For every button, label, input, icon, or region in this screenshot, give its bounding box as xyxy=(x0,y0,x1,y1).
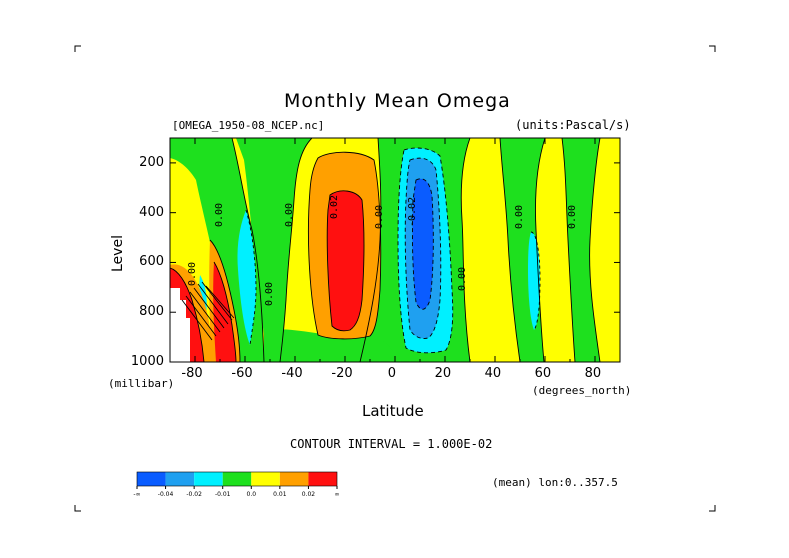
contour-label: 0.02 xyxy=(329,195,340,220)
corner-mark-tr xyxy=(709,45,716,52)
contour-interval-label: CONTOUR INTERVAL = 1.000E-02 xyxy=(290,437,493,451)
x-tick-label: -80 xyxy=(181,366,203,381)
contour-label: 0.00 xyxy=(566,205,578,230)
contour-label: 0.00 xyxy=(214,202,225,227)
colorbar-label: ∞ xyxy=(335,491,340,498)
contour-label: -0.02 xyxy=(406,196,418,227)
colorbar-label: -0.01 xyxy=(215,491,231,498)
mean-label: (mean) lon:0..357.5 xyxy=(492,476,618,489)
colorbar-swatch xyxy=(279,472,309,486)
colorbar-label: 0.0 xyxy=(247,491,257,498)
x-tick-label: -20 xyxy=(331,366,353,381)
colorbar-swatch xyxy=(308,472,337,486)
x-tick-label: 60 xyxy=(534,366,552,381)
colorbar-label: 0.01 xyxy=(273,491,287,498)
x-tick-label: 0 xyxy=(387,366,397,381)
y-tick-label: 800 xyxy=(139,304,164,320)
colorbar-label: -∞ xyxy=(133,491,140,498)
y-tick-label: 200 xyxy=(139,154,164,170)
field-red-core xyxy=(327,190,364,331)
colorbar-label: 0.02 xyxy=(302,491,316,498)
corner-mark-br xyxy=(709,505,716,512)
corner-mark-tl xyxy=(74,45,81,52)
dataset-label: [OMEGA_1950-08_NCEP.nc] xyxy=(172,119,325,132)
x-tick-label: -60 xyxy=(231,366,253,381)
field-darkblue-tropics xyxy=(412,178,434,310)
contour-lines xyxy=(170,138,601,362)
x-axis-label: Latitude xyxy=(362,402,424,420)
colorbar-label: -0.02 xyxy=(186,491,202,498)
x-tick-label: 20 xyxy=(434,366,452,381)
field-cyan-south xyxy=(237,210,256,345)
contour-label: 0.00 xyxy=(284,202,295,227)
colorbar-swatch xyxy=(165,472,195,486)
colorbar-swatch xyxy=(194,472,223,486)
colorbar: -∞ -0.04 -0.02 -0.01 0.0 0.01 0.02 ∞ xyxy=(133,471,340,498)
field-missing-terrain xyxy=(170,288,190,362)
contour-label: 0.00 xyxy=(264,282,275,307)
colorbar-label: -0.04 xyxy=(158,491,174,498)
y-tick-label: 600 xyxy=(139,254,164,270)
x-tick-label: -40 xyxy=(281,366,303,381)
y-axis-units: (millibar) xyxy=(108,377,175,390)
y-axis-label: Level xyxy=(110,235,126,272)
units-label: (units:Pascal/s) xyxy=(515,118,631,132)
contour-label: 0.00 xyxy=(186,262,198,287)
colorbar-swatch xyxy=(222,472,252,486)
contour-label: 0.00 xyxy=(374,205,385,230)
colorbar-swatch xyxy=(251,472,280,486)
y-tick-label: 400 xyxy=(139,204,164,220)
colorbar-swatch xyxy=(137,472,166,486)
x-tick-label: 80 xyxy=(584,366,602,381)
colorbar-frame xyxy=(136,471,338,487)
x-axis-units: (degrees_north) xyxy=(532,384,632,397)
plot-area xyxy=(170,138,620,362)
corner-mark-bl xyxy=(74,505,81,512)
axis-ticks xyxy=(169,138,621,363)
chart-title: Monthly Mean Omega xyxy=(284,90,511,112)
contour-label: 0.00 xyxy=(514,205,525,230)
contour-label: 0.00 xyxy=(456,267,468,292)
x-tick-label: 40 xyxy=(484,366,502,381)
field-red-antarctic-2 xyxy=(213,262,236,362)
y-tick-label: 1000 xyxy=(130,354,164,369)
field-green-lowlat-south xyxy=(236,138,312,362)
